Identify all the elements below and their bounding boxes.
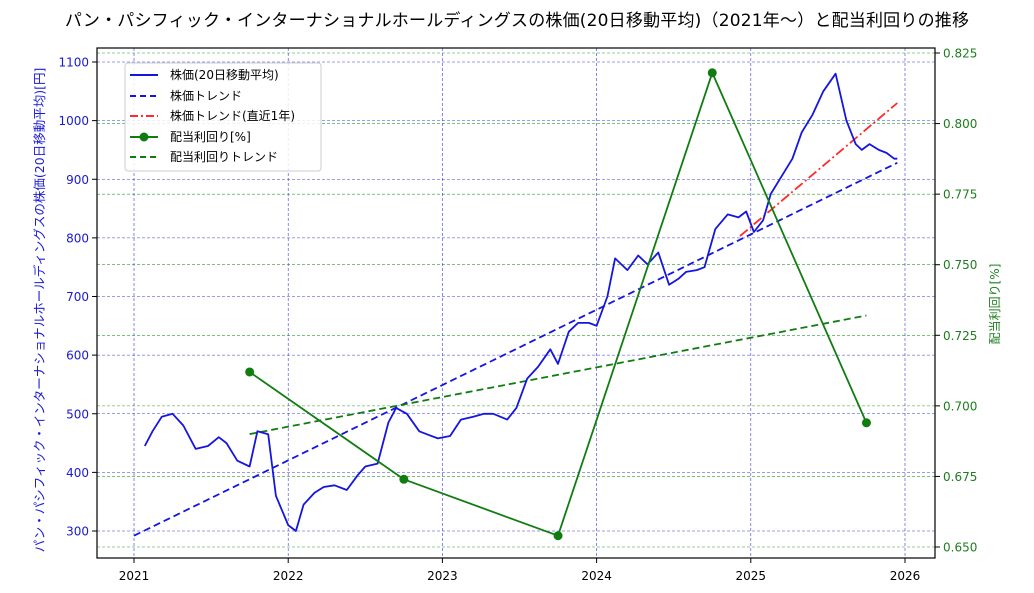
- left-tick-label: 300: [66, 525, 89, 539]
- right-axis-ticks: 0.650 0.675 0.700 0.725 0.750 0.775 0.800 0.825: [935, 47, 977, 555]
- right-tick-label: 0.800: [943, 117, 977, 131]
- left-tick-label: 700: [66, 290, 89, 304]
- left-axis-label: パン・パシフィック・インターナショナルホールディングスの株価(20日移動平均)[…: [32, 68, 47, 553]
- dividend-point-marker: [553, 531, 563, 541]
- x-tick-label: 2024: [581, 569, 612, 583]
- legend-item-dividend: 配当利回り[%]: [130, 130, 251, 144]
- dividend-point-marker: [861, 418, 871, 428]
- right-tick-label: 0.675: [943, 470, 977, 484]
- right-tick-label: 0.700: [943, 399, 977, 413]
- series-4-line: [249, 314, 867, 435]
- left-tick-label: 500: [66, 407, 89, 421]
- x-tick-label: 2026: [890, 569, 921, 583]
- right-tick-label: 0.825: [943, 47, 977, 61]
- series-layer: [133, 68, 898, 541]
- x-tick-label: 2023: [427, 569, 458, 583]
- dividend-point-marker: [399, 474, 409, 484]
- legend-label: 株価トレンド: [170, 88, 242, 103]
- legend-box: [124, 62, 322, 172]
- series-2-line: [739, 102, 898, 237]
- x-tick-label: 2022: [273, 569, 304, 583]
- right-axis-label: 配当利回り[%]: [988, 264, 1002, 345]
- left-tick-label: 400: [66, 466, 89, 480]
- right-tick-label: 0.750: [943, 258, 977, 272]
- x-tick-label: 2025: [736, 569, 767, 583]
- legend-item-price-trend: 株価トレンド: [130, 88, 242, 103]
- left-tick-label: 1100: [58, 56, 89, 70]
- series-3-line: [249, 71, 868, 537]
- left-tick-label: 1000: [58, 114, 89, 128]
- left-tick-label: 600: [66, 349, 89, 363]
- right-tick-label: 0.650: [943, 541, 977, 555]
- legend-label: 配当利回り[%]: [170, 130, 251, 144]
- dividend-point-marker: [707, 68, 717, 78]
- x-axis-ticks: 2021 2022 2023 2024 2025 2026: [119, 558, 921, 583]
- chart-title: パン・パシフィック・インターナショナルホールディングスの株価(20日移動平均)（…: [64, 11, 970, 31]
- left-axis-ticks: 300 400 500 600 700 800 900 1000 1100: [58, 56, 97, 539]
- legend-green-dot-icon: [139, 132, 149, 142]
- legend-item-price: 株価(20日移動平均): [130, 67, 279, 82]
- left-tick-label: 900: [66, 173, 89, 187]
- legend-label: 株価(20日移動平均): [170, 67, 279, 82]
- legend-item-price-trend-recent: 株価トレンド(直近1年): [130, 108, 295, 123]
- x-tick-label: 2021: [119, 569, 150, 583]
- right-tick-label: 0.775: [943, 188, 977, 202]
- left-tick-label: 800: [66, 231, 89, 245]
- series-0-line: [144, 72, 898, 532]
- x-gridlines: [133, 48, 906, 558]
- legend: 株価(20日移動平均) 株価トレンド 株価トレンド(直近1年) 配当利回り[%]…: [124, 62, 322, 172]
- plot-frame: [96, 47, 936, 559]
- legend-item-dividend-trend: 配当利回りトレンド: [130, 150, 278, 164]
- right-tick-label: 0.725: [943, 329, 977, 343]
- legend-label: 配当利回りトレンド: [170, 150, 278, 164]
- dividend-point-marker: [245, 367, 255, 377]
- legend-label: 株価トレンド(直近1年): [170, 108, 295, 123]
- series-1-line: [133, 161, 898, 537]
